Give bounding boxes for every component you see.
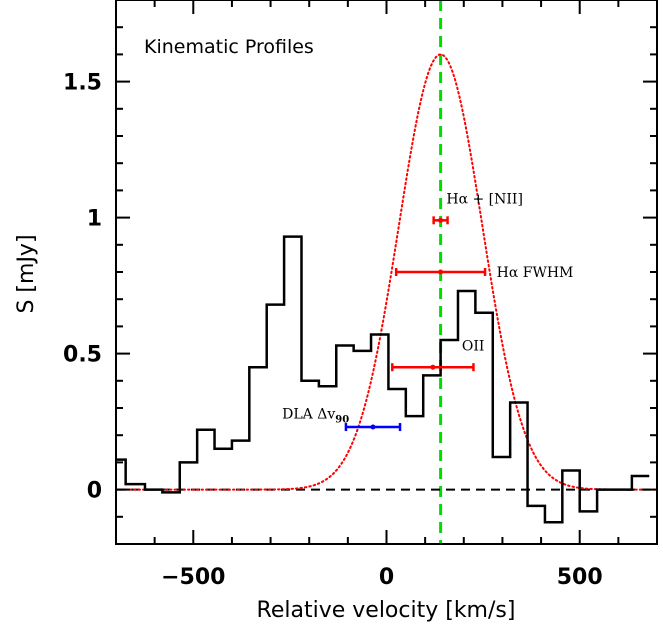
annotation-label-1: Hα FWHM bbox=[497, 265, 574, 281]
y-tick-label-1: 0.5 bbox=[63, 343, 102, 368]
errorbar-center-2 bbox=[430, 364, 436, 370]
plot-content bbox=[116, 0, 657, 544]
plot-area: Hα + [NII] Hα FWHM OII DLA Δv90 bbox=[116, 0, 657, 544]
errorbar-center-3 bbox=[370, 424, 376, 430]
errorbar-center-1 bbox=[438, 269, 444, 275]
y-tick-label-2: 1 bbox=[87, 207, 102, 232]
annotation-label-3: DLA Δv90 bbox=[282, 406, 349, 425]
spectrum-step-line bbox=[116, 235, 650, 524]
annotation-label-2: OII bbox=[462, 338, 485, 354]
y-tick-label-3: 1.5 bbox=[63, 71, 102, 96]
gaussian-model-curve bbox=[116, 53, 657, 491]
x-axis-label: Relative velocity [km/s] bbox=[257, 598, 516, 623]
x-tick-label-1: 0 bbox=[379, 565, 394, 590]
chart-title: Kinematic Profiles bbox=[144, 36, 314, 58]
x-tick-label-0: −500 bbox=[161, 565, 225, 590]
axis-ticks: −500 0 500 0 0.5 1 1.5 bbox=[63, 0, 658, 590]
x-tick-label-2: 500 bbox=[557, 565, 603, 590]
annotation-subscript-3: 90 bbox=[335, 414, 349, 425]
errorbar-center-0 bbox=[438, 217, 444, 223]
y-tick-label-0: 0 bbox=[87, 479, 102, 504]
y-axis-label: S [mJy] bbox=[14, 234, 39, 313]
annotation-label-0: Hα + [NII] bbox=[446, 192, 523, 208]
